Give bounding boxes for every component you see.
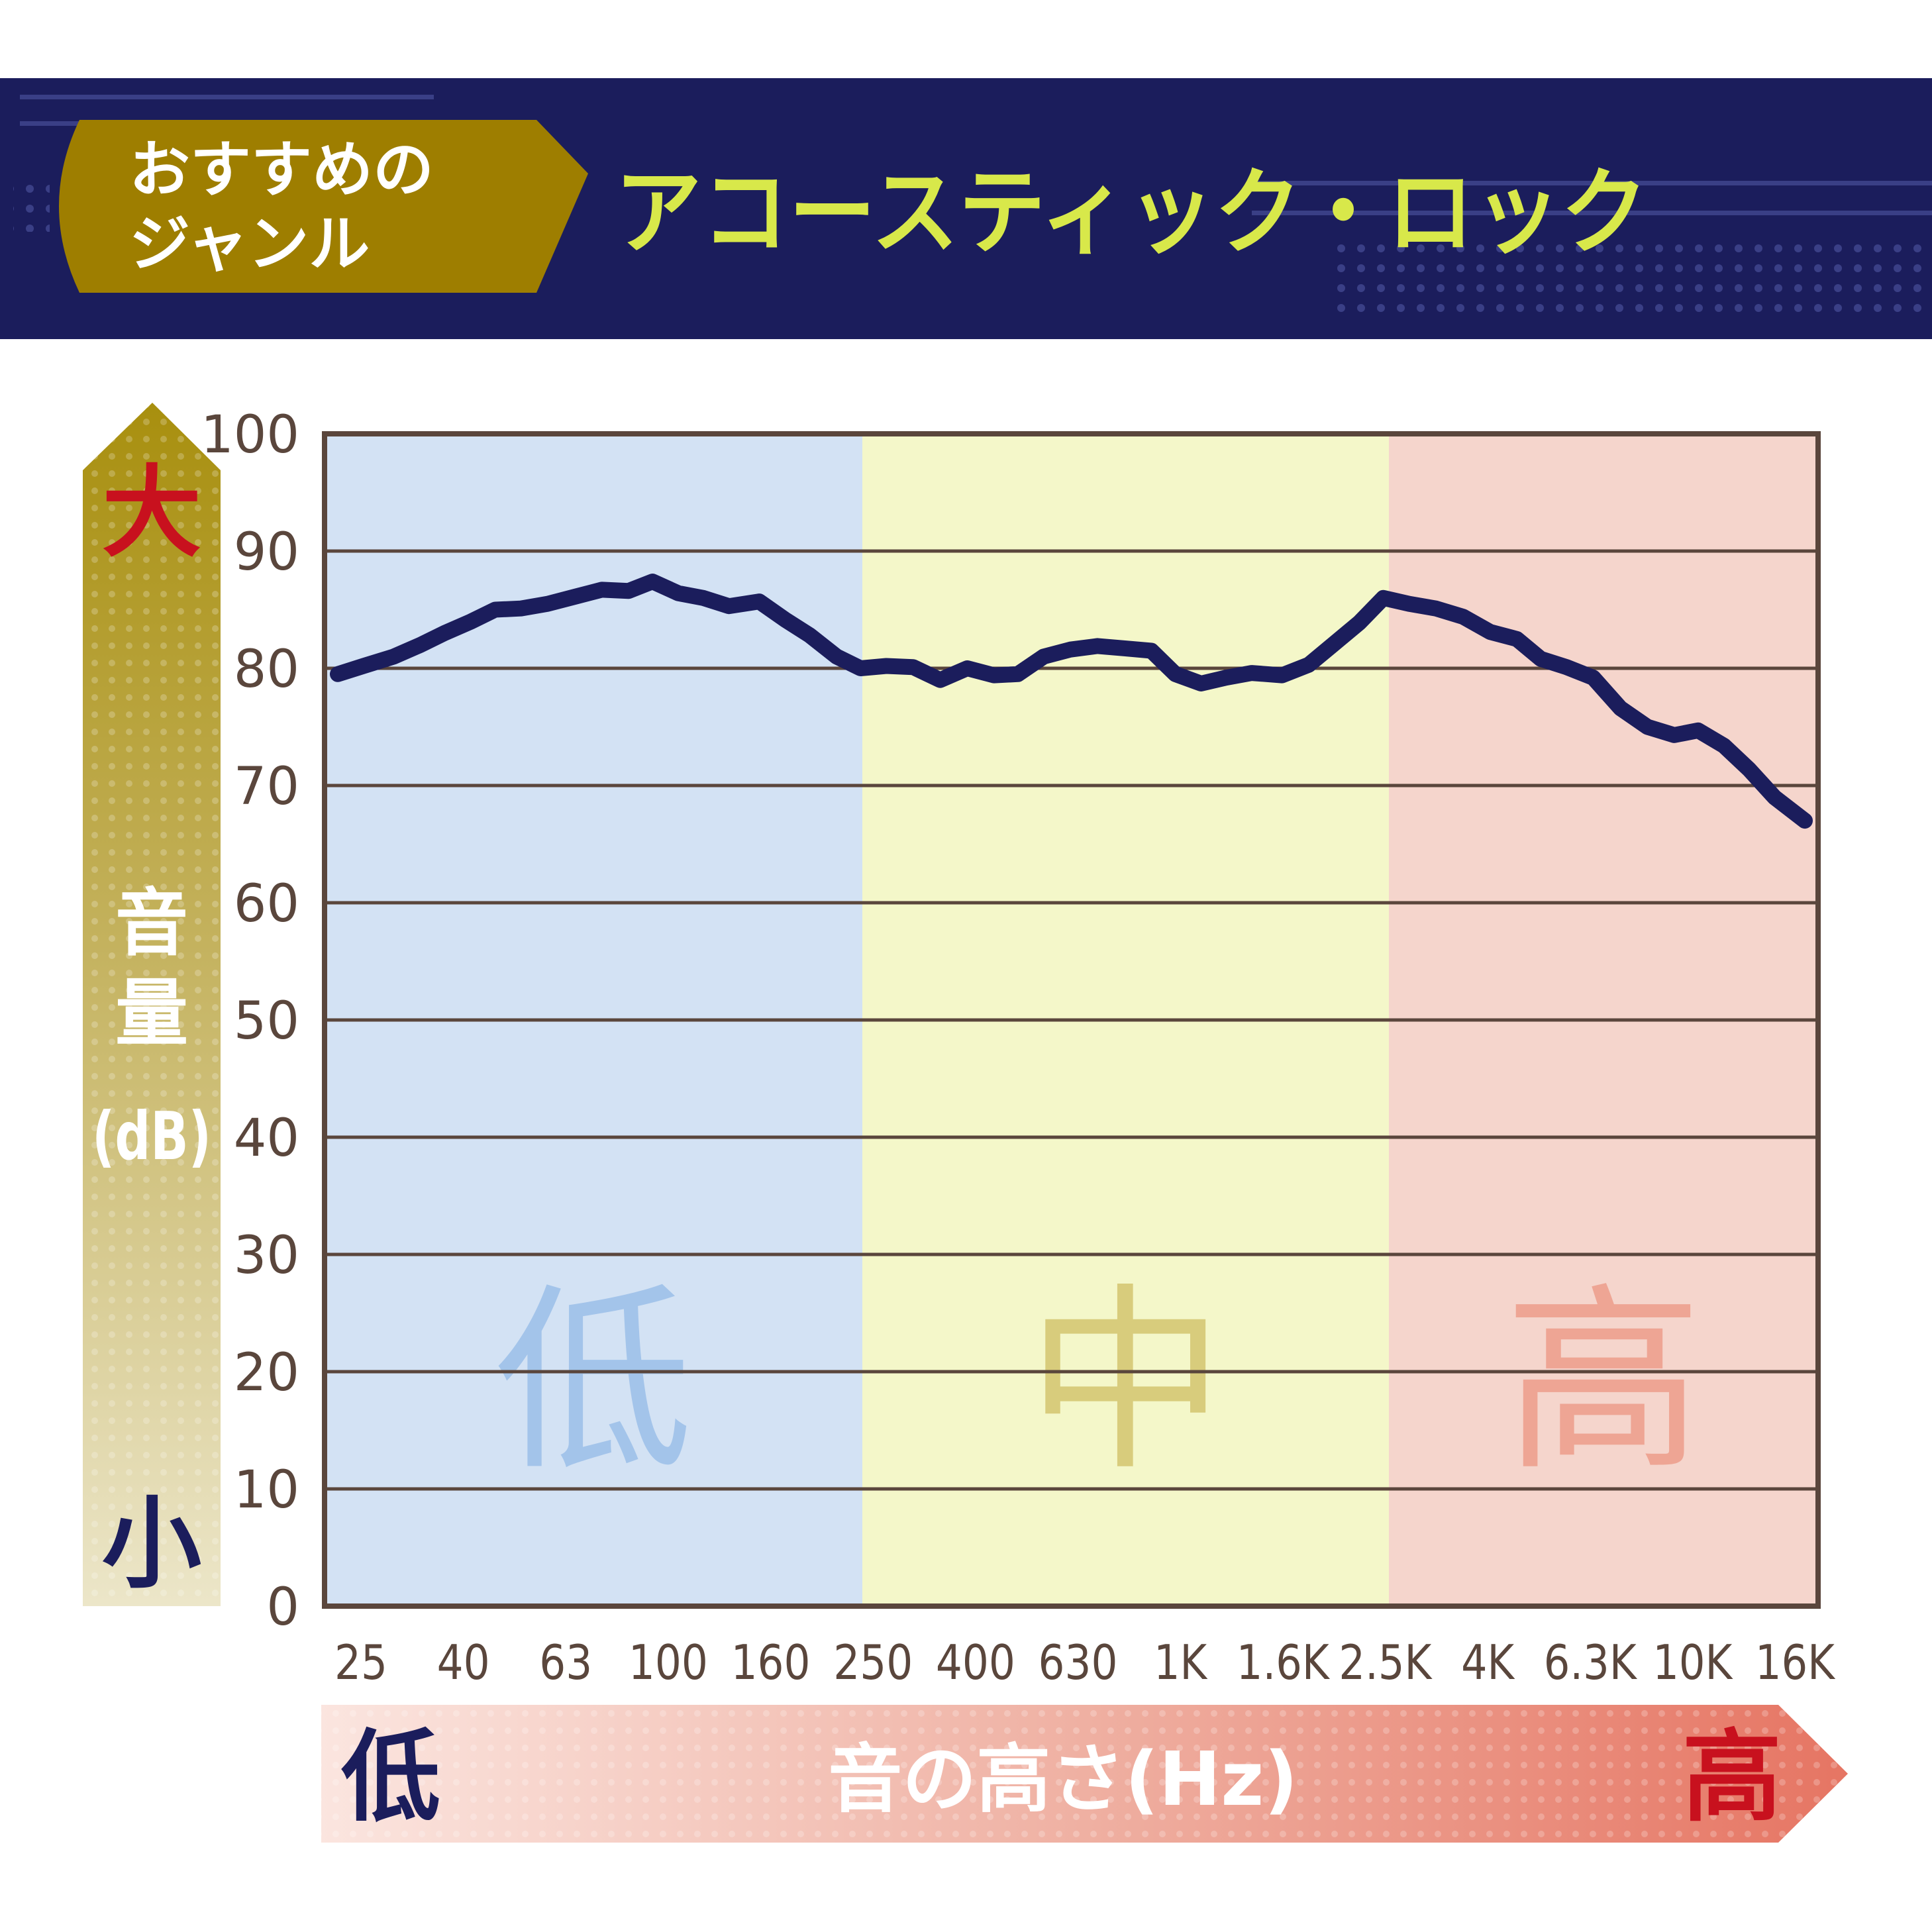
- badge-line-2: ジャンル: [129, 209, 370, 280]
- plot-area: 低中高 0102030405060708090100 25 40 63 100 160 2…: [201, 405, 1835, 1690]
- y-tick-label: 60: [234, 874, 299, 934]
- y-tick-label: 100: [201, 405, 299, 465]
- x-tick-label: 4K: [1461, 1635, 1515, 1690]
- volume-high-label: 大: [102, 456, 201, 571]
- series-layer: [330, 574, 1813, 829]
- frequency-axis-arrow: 低 音の高さ(Hz) 高: [321, 1705, 1848, 1843]
- header-dots: [13, 179, 50, 232]
- frequency-low-label: 低: [341, 1720, 440, 1835]
- volume-label-char-2: 量: [115, 971, 188, 1056]
- header-stripe: [1252, 211, 1932, 215]
- x-tick-label: 10K: [1652, 1635, 1733, 1690]
- x-tick-label: 6.3K: [1544, 1635, 1638, 1690]
- band-label-mid: 中: [1027, 1266, 1225, 1498]
- y-tick-label: 70: [234, 757, 299, 817]
- plot-frame: [322, 431, 1821, 1609]
- y-tick-label: 50: [234, 991, 299, 1051]
- header: おすすめの ジャンル アコースティック・ロック: [0, 78, 1932, 339]
- y-tick-label: 20: [234, 1343, 299, 1403]
- genre-title: アコースティック・ロック: [615, 158, 1648, 268]
- x-tick-label: 1K: [1154, 1635, 1208, 1690]
- x-tick-label: 630: [1039, 1635, 1118, 1690]
- header-stripe: [20, 95, 434, 99]
- x-tick-label: 100: [629, 1635, 708, 1690]
- x-tick-label: 2.5K: [1339, 1635, 1433, 1690]
- x-tick-label: 25: [334, 1635, 387, 1690]
- frequency-axis-title: 音の高さ(Hz): [828, 1737, 1297, 1823]
- y-tick-label: 80: [234, 640, 299, 699]
- band-label-low: 低: [494, 1266, 693, 1498]
- volume-low-label: 小: [102, 1487, 201, 1602]
- band-label-high: 高: [1504, 1266, 1703, 1498]
- series-line: [330, 574, 1813, 829]
- x-tick-label: 40: [437, 1635, 490, 1690]
- y-tick-label: 10: [234, 1460, 299, 1520]
- x-tick-label: 160: [731, 1635, 811, 1690]
- volume-label-unit: (dB): [92, 1097, 211, 1175]
- frequency-arrow-dots: [321, 1705, 1848, 1843]
- x-tick-label: 1.6K: [1237, 1635, 1331, 1690]
- frequency-high-label: 高: [1682, 1720, 1782, 1835]
- x-tick-label: 63: [539, 1635, 592, 1690]
- y-tick-label: 90: [234, 523, 299, 582]
- header-dots: [1331, 238, 1932, 319]
- genre-badge: [59, 120, 588, 293]
- x-tick-label: 16K: [1755, 1635, 1836, 1690]
- volume-label-char-1: 音: [115, 881, 188, 966]
- badge-line-1: おすすめの: [129, 134, 434, 205]
- y-tick-label: 40: [234, 1109, 299, 1168]
- y-tick-label: 30: [234, 1226, 299, 1286]
- y-tick-labels: 0 10 20 30 40 50 60 70 80 90 100: [201, 405, 299, 1637]
- x-tick-label: 400: [936, 1635, 1015, 1690]
- volume-axis-arrow: 大 音 量 (dB) 小: [83, 403, 221, 1606]
- y-tick-label: 0: [266, 1578, 299, 1637]
- header-stripe: [1252, 181, 1932, 185]
- band-labels: 低中高: [494, 1266, 1703, 1498]
- x-tick-labels: 25 40 63 100 160 250 400 630 1K 1.6K 2.5K 4K 6.3K 10K…: [334, 1635, 1836, 1690]
- x-tick-label: 250: [833, 1635, 913, 1690]
- volume-arrow-dots: [83, 403, 221, 1606]
